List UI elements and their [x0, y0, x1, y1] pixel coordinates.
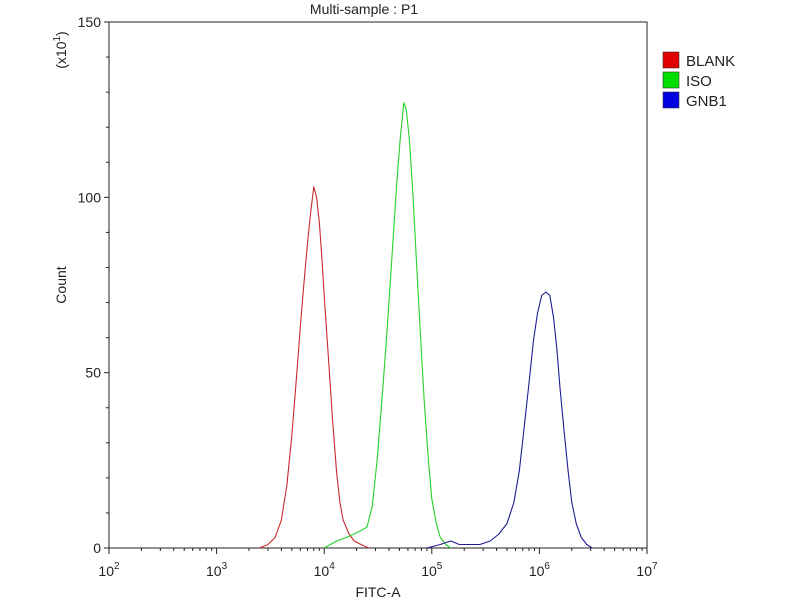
- legend-swatch-blank: [662, 51, 680, 69]
- y-tick-label: 50: [85, 365, 101, 381]
- legend-label-blank: BLANK: [686, 53, 735, 70]
- y-tick-label: 100: [78, 189, 102, 205]
- x-tick-label: 103: [206, 561, 228, 579]
- x-axis-title: FITC-A: [355, 584, 401, 600]
- x-tick-label: 106: [529, 561, 551, 579]
- x-axis: 102 103 104 105 106 107: [98, 548, 658, 579]
- y-tick-label: 0: [93, 540, 101, 556]
- x-tick-label: 105: [421, 561, 443, 579]
- y-axis: 0 50 100 150: [78, 14, 109, 556]
- x-tick-label: 104: [314, 561, 336, 579]
- legend-label-gnb1: GNB1: [686, 93, 727, 110]
- plot-area-frame: [108, 21, 648, 549]
- series-layer: [259, 102, 593, 549]
- legend: BLANK ISO GNB1: [662, 51, 735, 110]
- x-tick-label: 102: [98, 561, 120, 579]
- y-axis-title: Count: [53, 266, 69, 303]
- series-line-iso: [323, 102, 452, 549]
- chart-title: Multi-sample : P1: [310, 1, 418, 17]
- legend-swatch-gnb1: [662, 91, 680, 109]
- legend-label-iso: ISO: [686, 73, 712, 90]
- y-axis-multiplier: (x101): [52, 31, 69, 68]
- y-tick-label: 150: [78, 14, 102, 30]
- x-tick-label: 107: [636, 561, 658, 579]
- legend-swatch-iso: [662, 71, 680, 89]
- series-line-gnb1: [426, 291, 593, 549]
- series-line-blank: [259, 186, 370, 549]
